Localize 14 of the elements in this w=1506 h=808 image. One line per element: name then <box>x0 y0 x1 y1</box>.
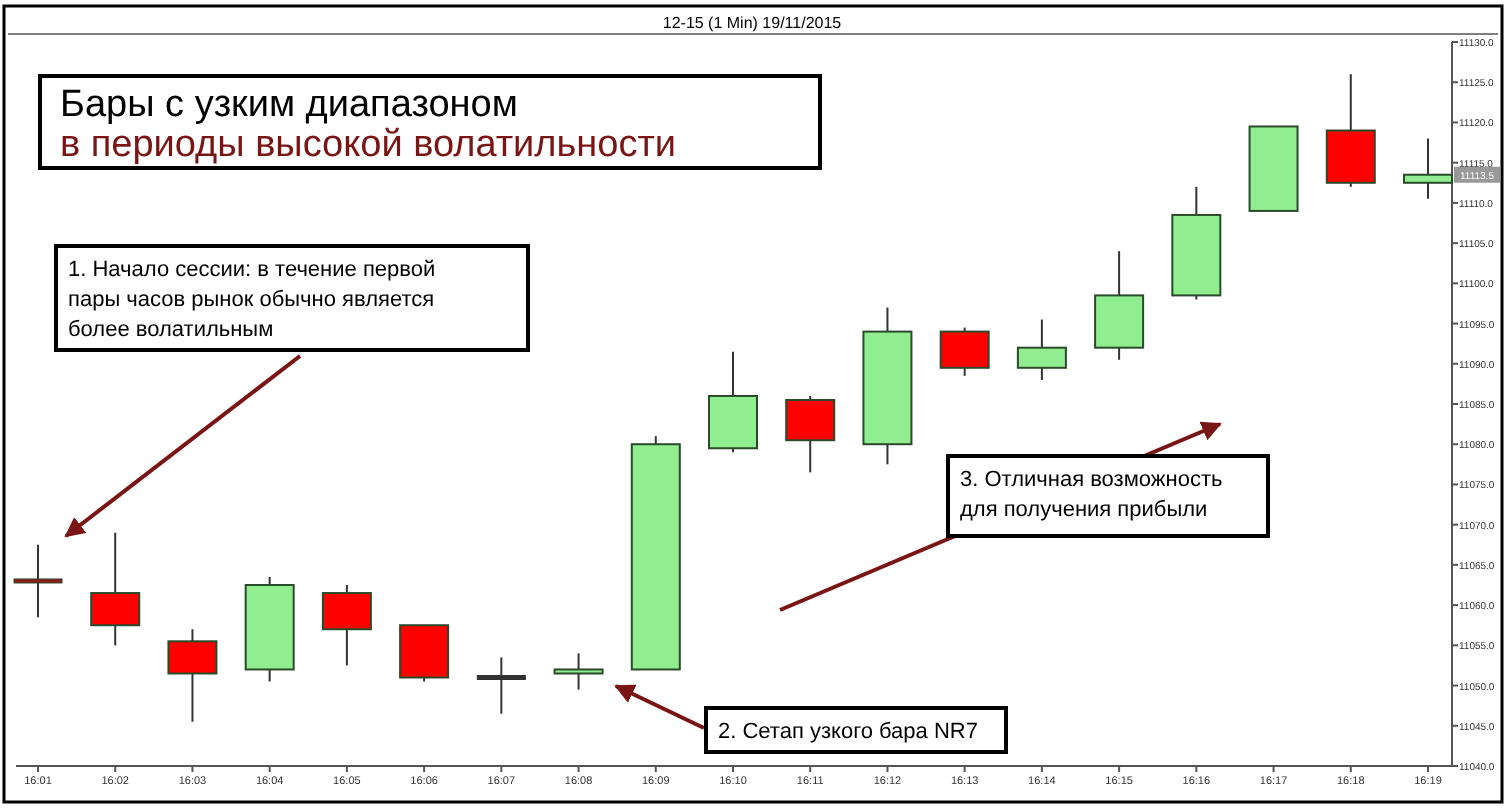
annotation: 2. Сетап узкого бара NR7 <box>718 720 978 744</box>
candlestick <box>321 584 372 667</box>
candlestick <box>13 543 63 619</box>
candlestick <box>90 531 141 647</box>
candlestick <box>553 652 604 691</box>
text: Бары с узким диапазоном <box>60 84 518 126</box>
candlestick <box>476 656 526 715</box>
annotation: 1. Начало сессии: в течение первой пары часов рынок обычно является более волатильным <box>68 258 436 342</box>
candlestick <box>939 326 990 377</box>
text: в периоды высокой волатильности <box>60 124 677 166</box>
candlestick <box>167 628 218 723</box>
annotation: 3. Отличная возможность для получения прибыли <box>960 468 1223 522</box>
text: 12-15 (1 Min) 19/11/2015 <box>662 14 843 32</box>
candlestick <box>785 394 836 474</box>
